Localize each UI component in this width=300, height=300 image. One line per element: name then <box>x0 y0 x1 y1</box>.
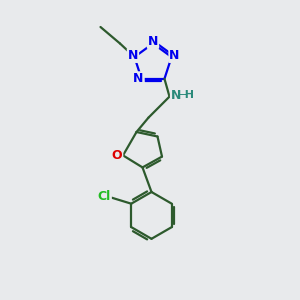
Text: N: N <box>134 72 144 85</box>
Text: Cl: Cl <box>98 190 111 203</box>
Text: N: N <box>148 35 158 48</box>
Text: ─H: ─H <box>178 90 194 100</box>
Text: O: O <box>112 149 122 162</box>
Text: N: N <box>128 49 138 62</box>
Text: N: N <box>169 49 180 62</box>
Text: N: N <box>171 89 181 102</box>
